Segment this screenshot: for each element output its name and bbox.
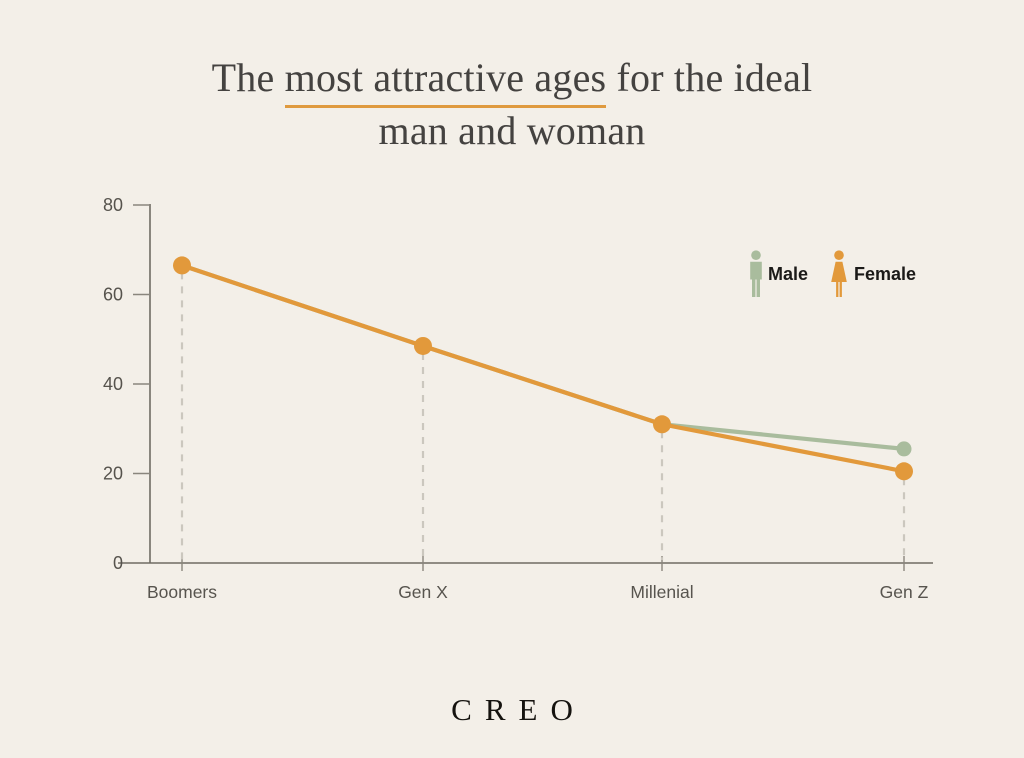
- title-prefix: The: [211, 55, 285, 100]
- svg-text:Gen X: Gen X: [398, 582, 448, 602]
- svg-text:20: 20: [103, 464, 123, 484]
- chart-title: The most attractive ages for the ideal m…: [0, 52, 1024, 158]
- legend-label-female: Female: [854, 263, 917, 284]
- svg-text:60: 60: [103, 285, 123, 305]
- brand-logo: CREO: [451, 692, 586, 727]
- title-suffix: for the ideal: [606, 55, 813, 100]
- legend-item-female: Female: [826, 250, 916, 298]
- legend-item-male: Male: [746, 250, 808, 298]
- svg-text:Millenial: Millenial: [630, 582, 693, 602]
- svg-text:Gen Z: Gen Z: [880, 582, 929, 602]
- title-highlight: most attractive ages: [284, 55, 607, 108]
- svg-text:80: 80: [103, 195, 123, 215]
- svg-text:Boomers: Boomers: [147, 582, 217, 602]
- title-line2: man and woman: [378, 107, 646, 153]
- svg-text:40: 40: [103, 374, 123, 394]
- svg-text:0: 0: [113, 553, 123, 573]
- legend-label-male: Male: [768, 263, 809, 284]
- male-person-icon: [750, 250, 762, 297]
- chart-legend: Male Female: [746, 250, 916, 298]
- female-person-icon: [831, 250, 847, 297]
